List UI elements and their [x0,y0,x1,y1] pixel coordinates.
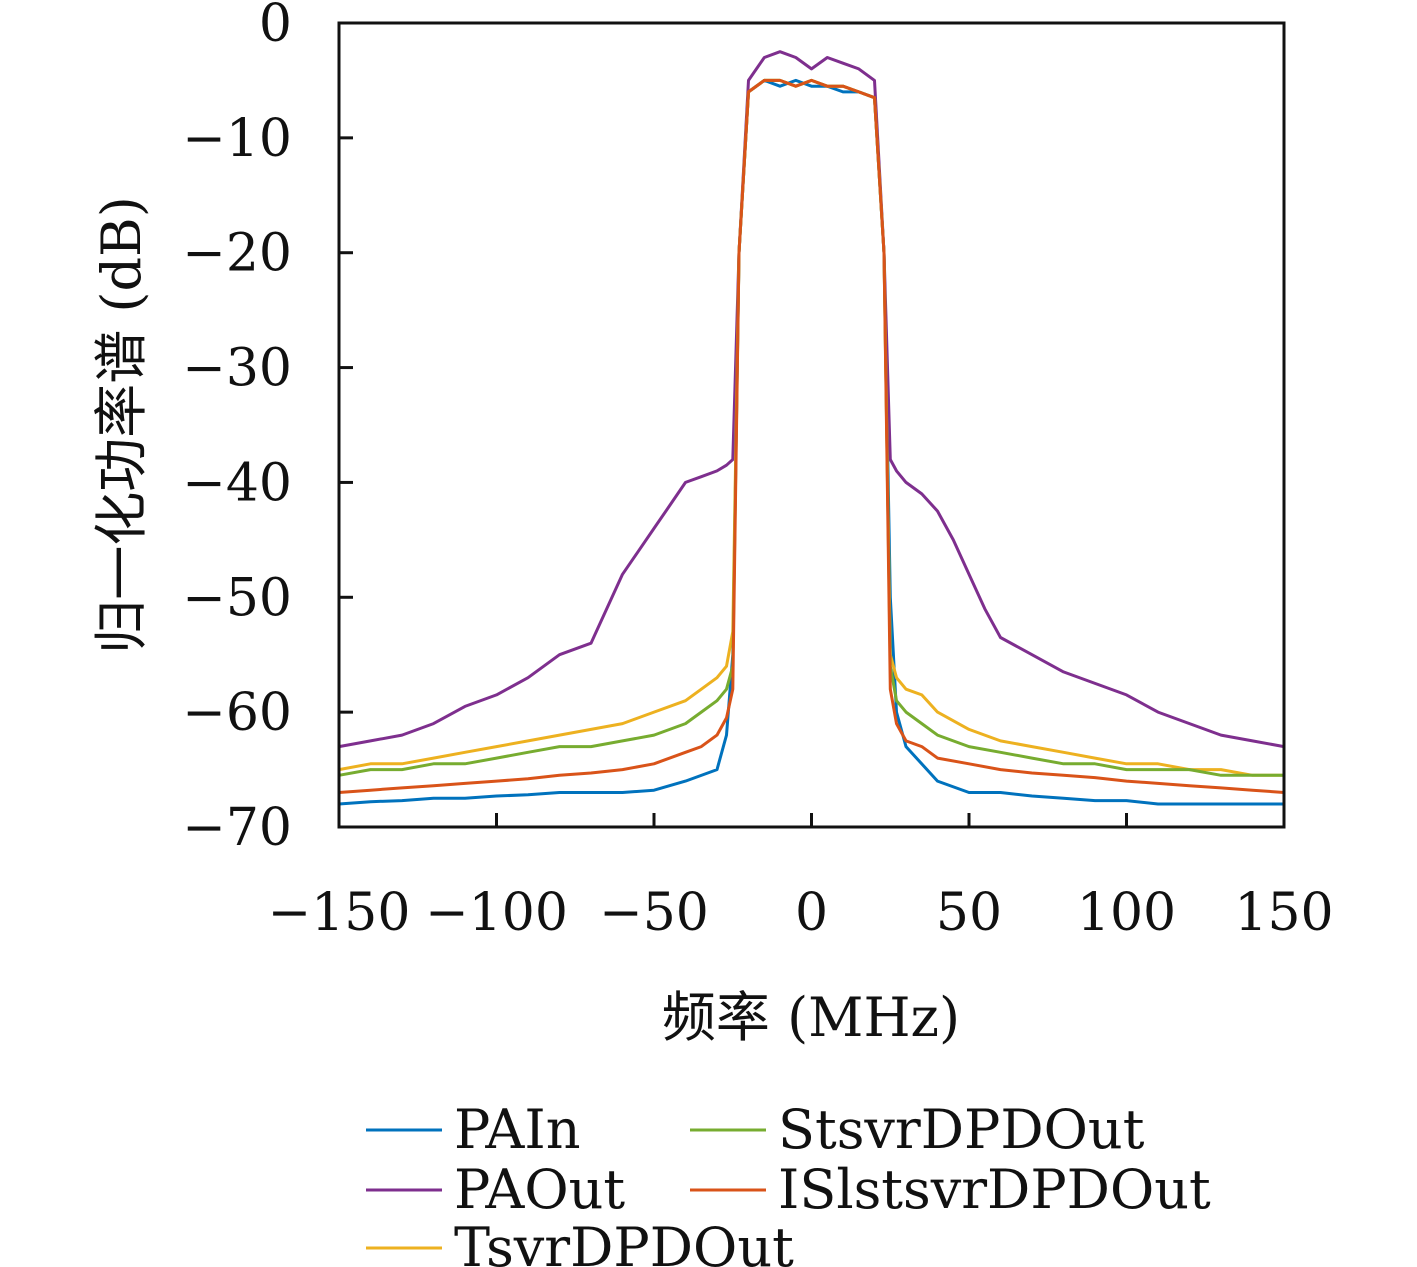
y-tick-label: −70 [182,798,292,858]
legend-label-ISlstsvrDPDOut: ISlstsvrDPDOut [778,1158,1211,1221]
x-tick-label: −150 [268,883,411,943]
x-tick-label: 150 [1234,883,1333,943]
series-line-StsvrDPDOut [338,78,1284,777]
x-axis-label: 频率 (MHz) [662,986,960,1049]
x-tick-label: −50 [599,883,709,943]
y-tick-label: −10 [182,109,292,169]
y-tick-label: −20 [182,224,292,284]
series-line-PAIn [338,78,1284,806]
legend-label-TsvrDPDOut: TsvrDPDOut [454,1216,794,1267]
x-tick-label: 0 [795,883,828,943]
tick-layer: −150 −100 −50 0 50 100 150 0 −10 −20 −30 −40 −50 −60 −… [182,0,1333,943]
x-tick-label: −100 [425,883,568,943]
y-tick-label: −40 [182,453,292,513]
x-tick-label: 50 [936,883,1002,943]
legend-label-StsvrDPDOut: StsvrDPDOut [778,1098,1145,1161]
legend-label-PAOut: PAOut [454,1158,625,1221]
y-tick-label: −30 [182,339,292,399]
plot-frame [337,21,1286,829]
y-tick-label: −50 [182,568,292,628]
x-tick-label: 100 [1077,883,1176,943]
series-line-TsvrDPDOut [338,78,1284,777]
series-line-PAOut [338,50,1285,749]
y-axis-label: 归一化功率谱 (dB) [90,196,153,654]
y-tick-label: −60 [182,683,292,743]
legend-label-PAIn: PAIn [454,1098,580,1161]
series-layer [338,50,1285,806]
y-tick-label: 0 [259,0,292,54]
series-line-ISlstsvrDPDOut [338,78,1285,794]
